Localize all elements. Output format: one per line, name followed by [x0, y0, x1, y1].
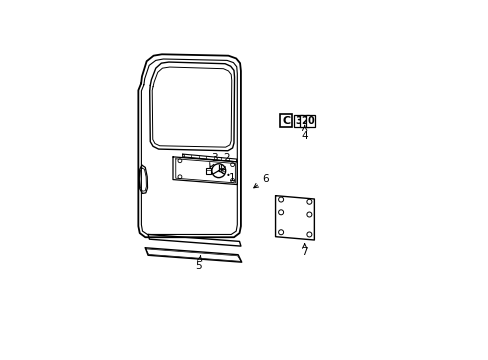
Text: 4: 4	[301, 125, 307, 141]
Text: 3: 3	[294, 116, 301, 126]
Text: 0: 0	[306, 116, 313, 126]
Text: 3: 3	[209, 153, 217, 167]
Circle shape	[227, 174, 229, 176]
Text: 1: 1	[220, 169, 235, 183]
Text: C: C	[282, 116, 289, 126]
Text: 2: 2	[301, 116, 307, 126]
Bar	[205, 168, 210, 174]
Text: 6: 6	[253, 174, 268, 188]
Text: 2: 2	[221, 153, 230, 170]
Circle shape	[207, 170, 210, 172]
Text: 7: 7	[301, 244, 307, 257]
Text: 5: 5	[195, 256, 202, 271]
